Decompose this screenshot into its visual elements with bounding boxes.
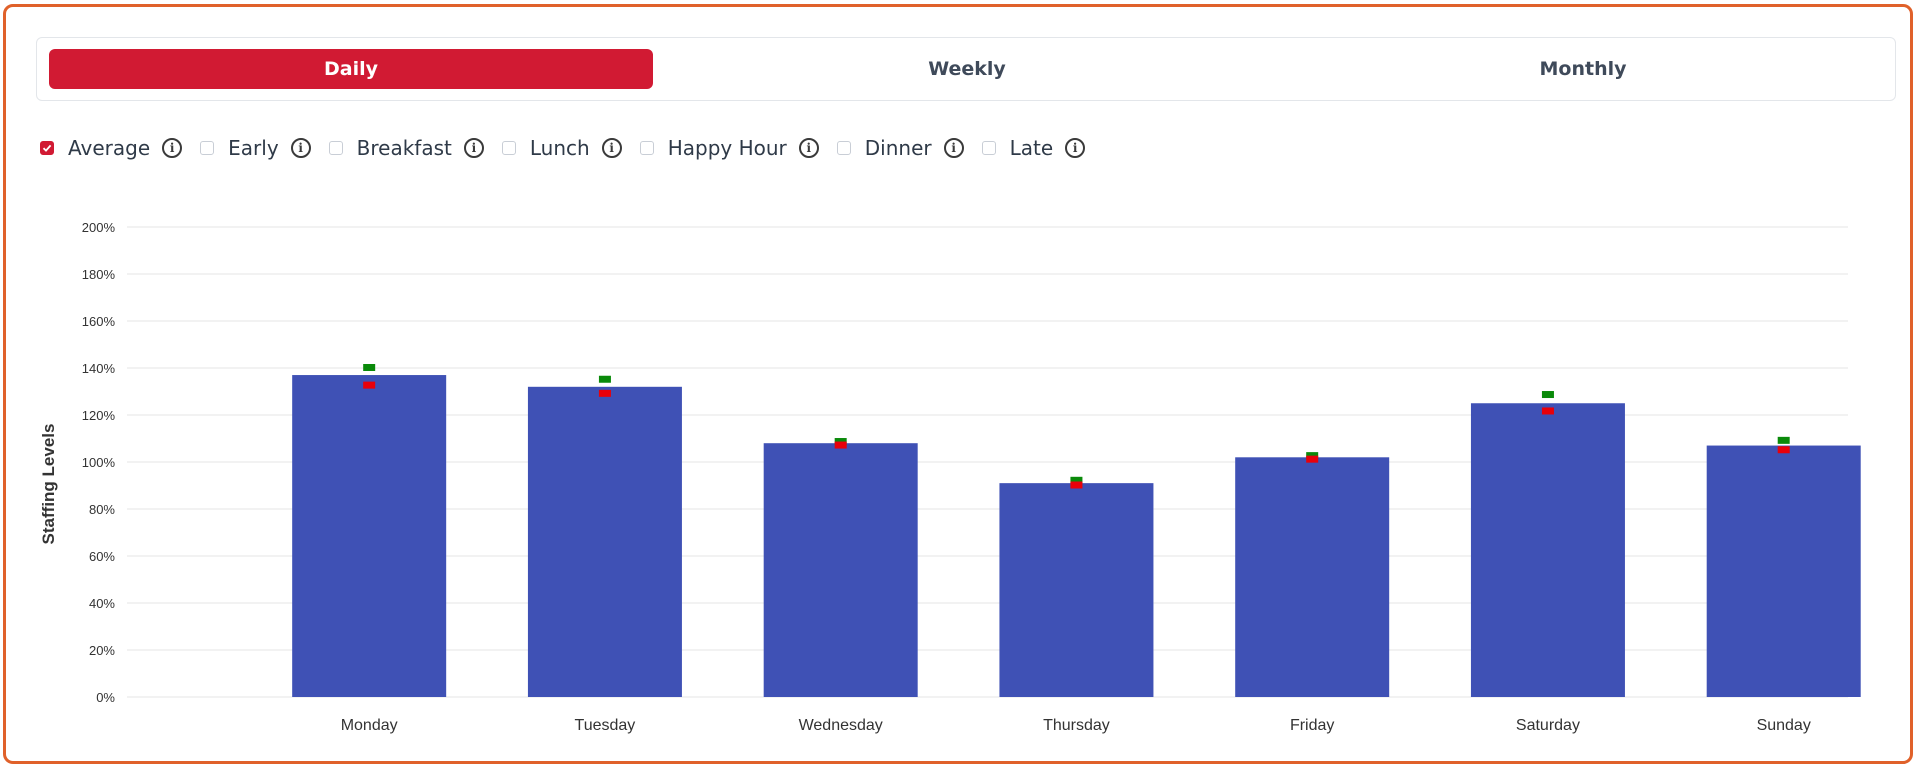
info-icon[interactable]: i (162, 138, 183, 158)
y-tick-label: 160% (82, 314, 116, 329)
filter-average[interactable]: Average i (40, 136, 183, 160)
lunch-checkbox[interactable] (501, 141, 516, 155)
late-checkbox[interactable] (981, 141, 996, 155)
breakfast-checkbox[interactable] (328, 141, 343, 155)
period-tab-bar: Daily Weekly Monthly (36, 37, 1896, 101)
markers (363, 364, 1790, 489)
bar (999, 483, 1154, 697)
y-tick-label: 180% (82, 267, 116, 282)
x-category-label: Wednesday (799, 717, 883, 734)
filter-label: Lunch (529, 136, 590, 160)
marker-high (598, 375, 611, 383)
bar (527, 386, 682, 697)
bar (763, 443, 918, 697)
x-category-label: Sunday (1757, 717, 1811, 734)
marker-high (834, 438, 847, 446)
staffing-bar-chart: 0% 20% 40% 60% 80% 100% 120% 140% 160% 180% 200% M… (39, 220, 1861, 734)
happy-hour-checkbox[interactable] (639, 141, 654, 155)
marker-high (363, 364, 376, 371)
bar (292, 375, 447, 697)
bar (1706, 445, 1861, 697)
marker-low (1541, 407, 1554, 415)
x-axis-labels: Monday Tuesday Wednesday Thursday Friday Satu… (341, 717, 1811, 734)
mealtime-filters: Average i Early i Breakfast i Lunch i Ha… (40, 133, 1103, 163)
y-tick-label: 100% (82, 455, 116, 470)
marker-low (1306, 455, 1319, 463)
x-category-label: Thursday (1043, 717, 1110, 734)
dinner-checkbox[interactable] (836, 141, 851, 155)
x-category-label: Monday (341, 717, 398, 734)
y-tick-label: 0% (96, 690, 115, 705)
x-category-label: Saturday (1516, 717, 1580, 734)
info-icon[interactable]: i (601, 138, 622, 158)
y-axis-ticks: 0% 20% 40% 60% 80% 100% 120% 140% 160% 180% 200% (82, 220, 116, 705)
filter-late[interactable]: Late i (981, 136, 1086, 160)
marker-high (1306, 452, 1319, 460)
early-checkbox[interactable] (200, 141, 215, 155)
y-tick-label: 20% (89, 643, 115, 658)
marker-high (1070, 476, 1083, 484)
y-tick-label: 40% (89, 596, 115, 611)
y-tick-label: 120% (82, 408, 116, 423)
y-tick-label: 200% (82, 220, 116, 235)
marker-low (1777, 446, 1790, 454)
filter-breakfast[interactable]: Breakfast i (328, 136, 484, 160)
tab-daily[interactable]: Daily (49, 49, 653, 89)
y-axis-title: Staffing Levels (39, 424, 58, 545)
info-icon[interactable]: i (798, 138, 819, 158)
bar (1235, 457, 1390, 697)
average-checkbox[interactable] (40, 141, 54, 155)
marker-low (1070, 481, 1083, 489)
x-category-label: Friday (1290, 717, 1334, 734)
dashboard-frame: Daily Weekly Monthly Average i Early i B… (3, 4, 1913, 764)
filter-label: Early (228, 136, 279, 160)
filter-label: Happy Hour (667, 136, 787, 160)
info-icon[interactable]: i (943, 138, 964, 158)
marker-high (1777, 436, 1790, 444)
marker-low (834, 441, 847, 449)
tab-weekly[interactable]: Weekly (928, 58, 1006, 80)
filter-label: Late (1009, 136, 1054, 160)
info-icon[interactable]: i (290, 138, 311, 158)
y-tick-label: 140% (82, 361, 116, 376)
y-tick-label: 80% (89, 502, 115, 517)
tab-monthly[interactable]: Monthly (1539, 58, 1627, 80)
filter-early[interactable]: Early i (200, 136, 311, 160)
bar (1470, 403, 1625, 697)
filter-dinner[interactable]: Dinner i (836, 136, 964, 160)
marker-high (1541, 391, 1554, 399)
x-category-label: Tuesday (575, 717, 636, 734)
y-tick-label: 60% (89, 549, 115, 564)
filter-label: Breakfast (356, 136, 452, 160)
info-icon[interactable]: i (1065, 138, 1086, 158)
filter-label: Average (68, 136, 151, 160)
filter-label: Dinner (864, 136, 932, 160)
marker-low (598, 389, 611, 397)
filter-lunch[interactable]: Lunch i (501, 136, 622, 160)
bars (292, 375, 1861, 697)
info-icon[interactable]: i (463, 138, 484, 158)
filter-happy-hour[interactable]: Happy Hour i (639, 136, 819, 160)
marker-low (363, 381, 376, 389)
